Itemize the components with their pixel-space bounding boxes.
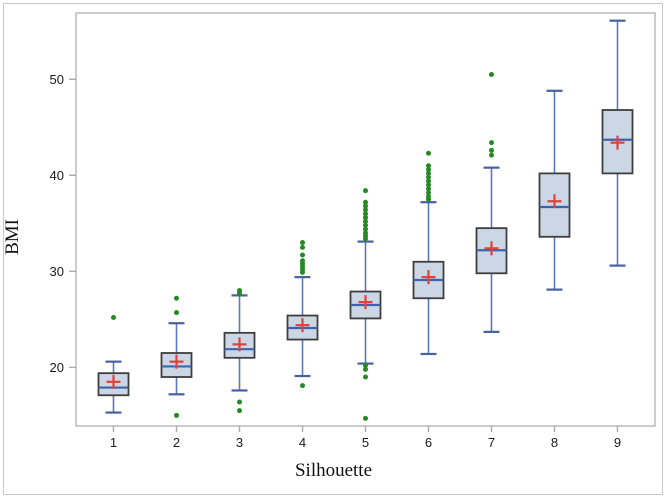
outlier-dot xyxy=(426,170,431,176)
y-tick-label: 40 xyxy=(50,168,64,183)
outlier-dot xyxy=(363,362,368,368)
outlier-dot xyxy=(426,178,431,184)
boxplot-group-silhouette-1 xyxy=(97,314,130,414)
outlier-dot xyxy=(363,215,368,221)
outlier-dot xyxy=(489,71,494,77)
boxplot-group-silhouette-5 xyxy=(349,188,382,421)
outlier-dot xyxy=(426,150,431,156)
boxplot-group-silhouette-8 xyxy=(538,89,571,291)
outlier-dot xyxy=(426,186,431,192)
x-tick-label: 8 xyxy=(551,435,558,450)
x-tick-label: 1 xyxy=(110,435,117,450)
outlier-dot xyxy=(363,415,368,421)
outlier-dot xyxy=(300,269,305,275)
outlier-dot xyxy=(174,310,179,316)
outlier-dot xyxy=(363,218,368,224)
x-tick-label: 5 xyxy=(362,435,369,450)
y-tick-label: 30 xyxy=(50,264,64,279)
outlier-dot xyxy=(363,207,368,213)
outlier-dot xyxy=(426,182,431,188)
x-tick-label: 3 xyxy=(236,435,243,450)
outlier-dot xyxy=(363,226,368,232)
outlier-dot xyxy=(111,314,116,320)
outlier-dot xyxy=(174,295,179,301)
outlier-dot xyxy=(363,199,368,205)
outlier-dot xyxy=(489,140,494,146)
outlier-dot xyxy=(237,399,242,405)
boxplot-group-silhouette-9 xyxy=(601,19,634,267)
outlier-dot xyxy=(426,190,431,196)
x-tick-label: 6 xyxy=(425,435,432,450)
outlier-dot xyxy=(363,203,368,209)
y-tick-label: 20 xyxy=(50,360,64,375)
outlier-dot xyxy=(489,152,494,158)
x-axis-title: Silhouette xyxy=(294,460,373,481)
y-axis-title-text: BMI xyxy=(2,219,23,255)
outlier-dot xyxy=(426,174,431,180)
outlier-dot xyxy=(237,290,242,296)
outlier-dot xyxy=(300,240,305,246)
outlier-dot xyxy=(174,412,179,418)
x-tick-label: 2 xyxy=(173,435,180,450)
boxplot-group-silhouette-7 xyxy=(475,71,508,333)
outlier-dot xyxy=(300,244,305,250)
outlier-dot xyxy=(489,147,494,153)
outlier-dot xyxy=(363,188,368,194)
outlier-dot xyxy=(363,366,368,372)
outlier-dot xyxy=(363,236,368,242)
outlier-dot xyxy=(363,211,368,217)
outlier-dot xyxy=(363,222,368,228)
outlier-dot xyxy=(426,196,431,202)
boxplot-group-silhouette-6 xyxy=(412,150,445,356)
outlier-dot xyxy=(300,252,305,258)
outlier-dot xyxy=(426,163,431,169)
outlier-dot xyxy=(426,167,431,173)
x-tick-label: 4 xyxy=(299,435,306,450)
boxplot-group-silhouette-4 xyxy=(286,240,319,389)
y-tick-label: 50 xyxy=(50,72,64,87)
boxplot-group-silhouette-3 xyxy=(223,288,256,414)
x-tick-label: 9 xyxy=(614,435,621,450)
outlier-dot xyxy=(237,408,242,414)
boxplot-group-silhouette-2 xyxy=(160,295,193,418)
outlier-dot xyxy=(300,383,305,389)
x-tick-label: 7 xyxy=(488,435,495,450)
outlier-dot xyxy=(363,374,368,380)
